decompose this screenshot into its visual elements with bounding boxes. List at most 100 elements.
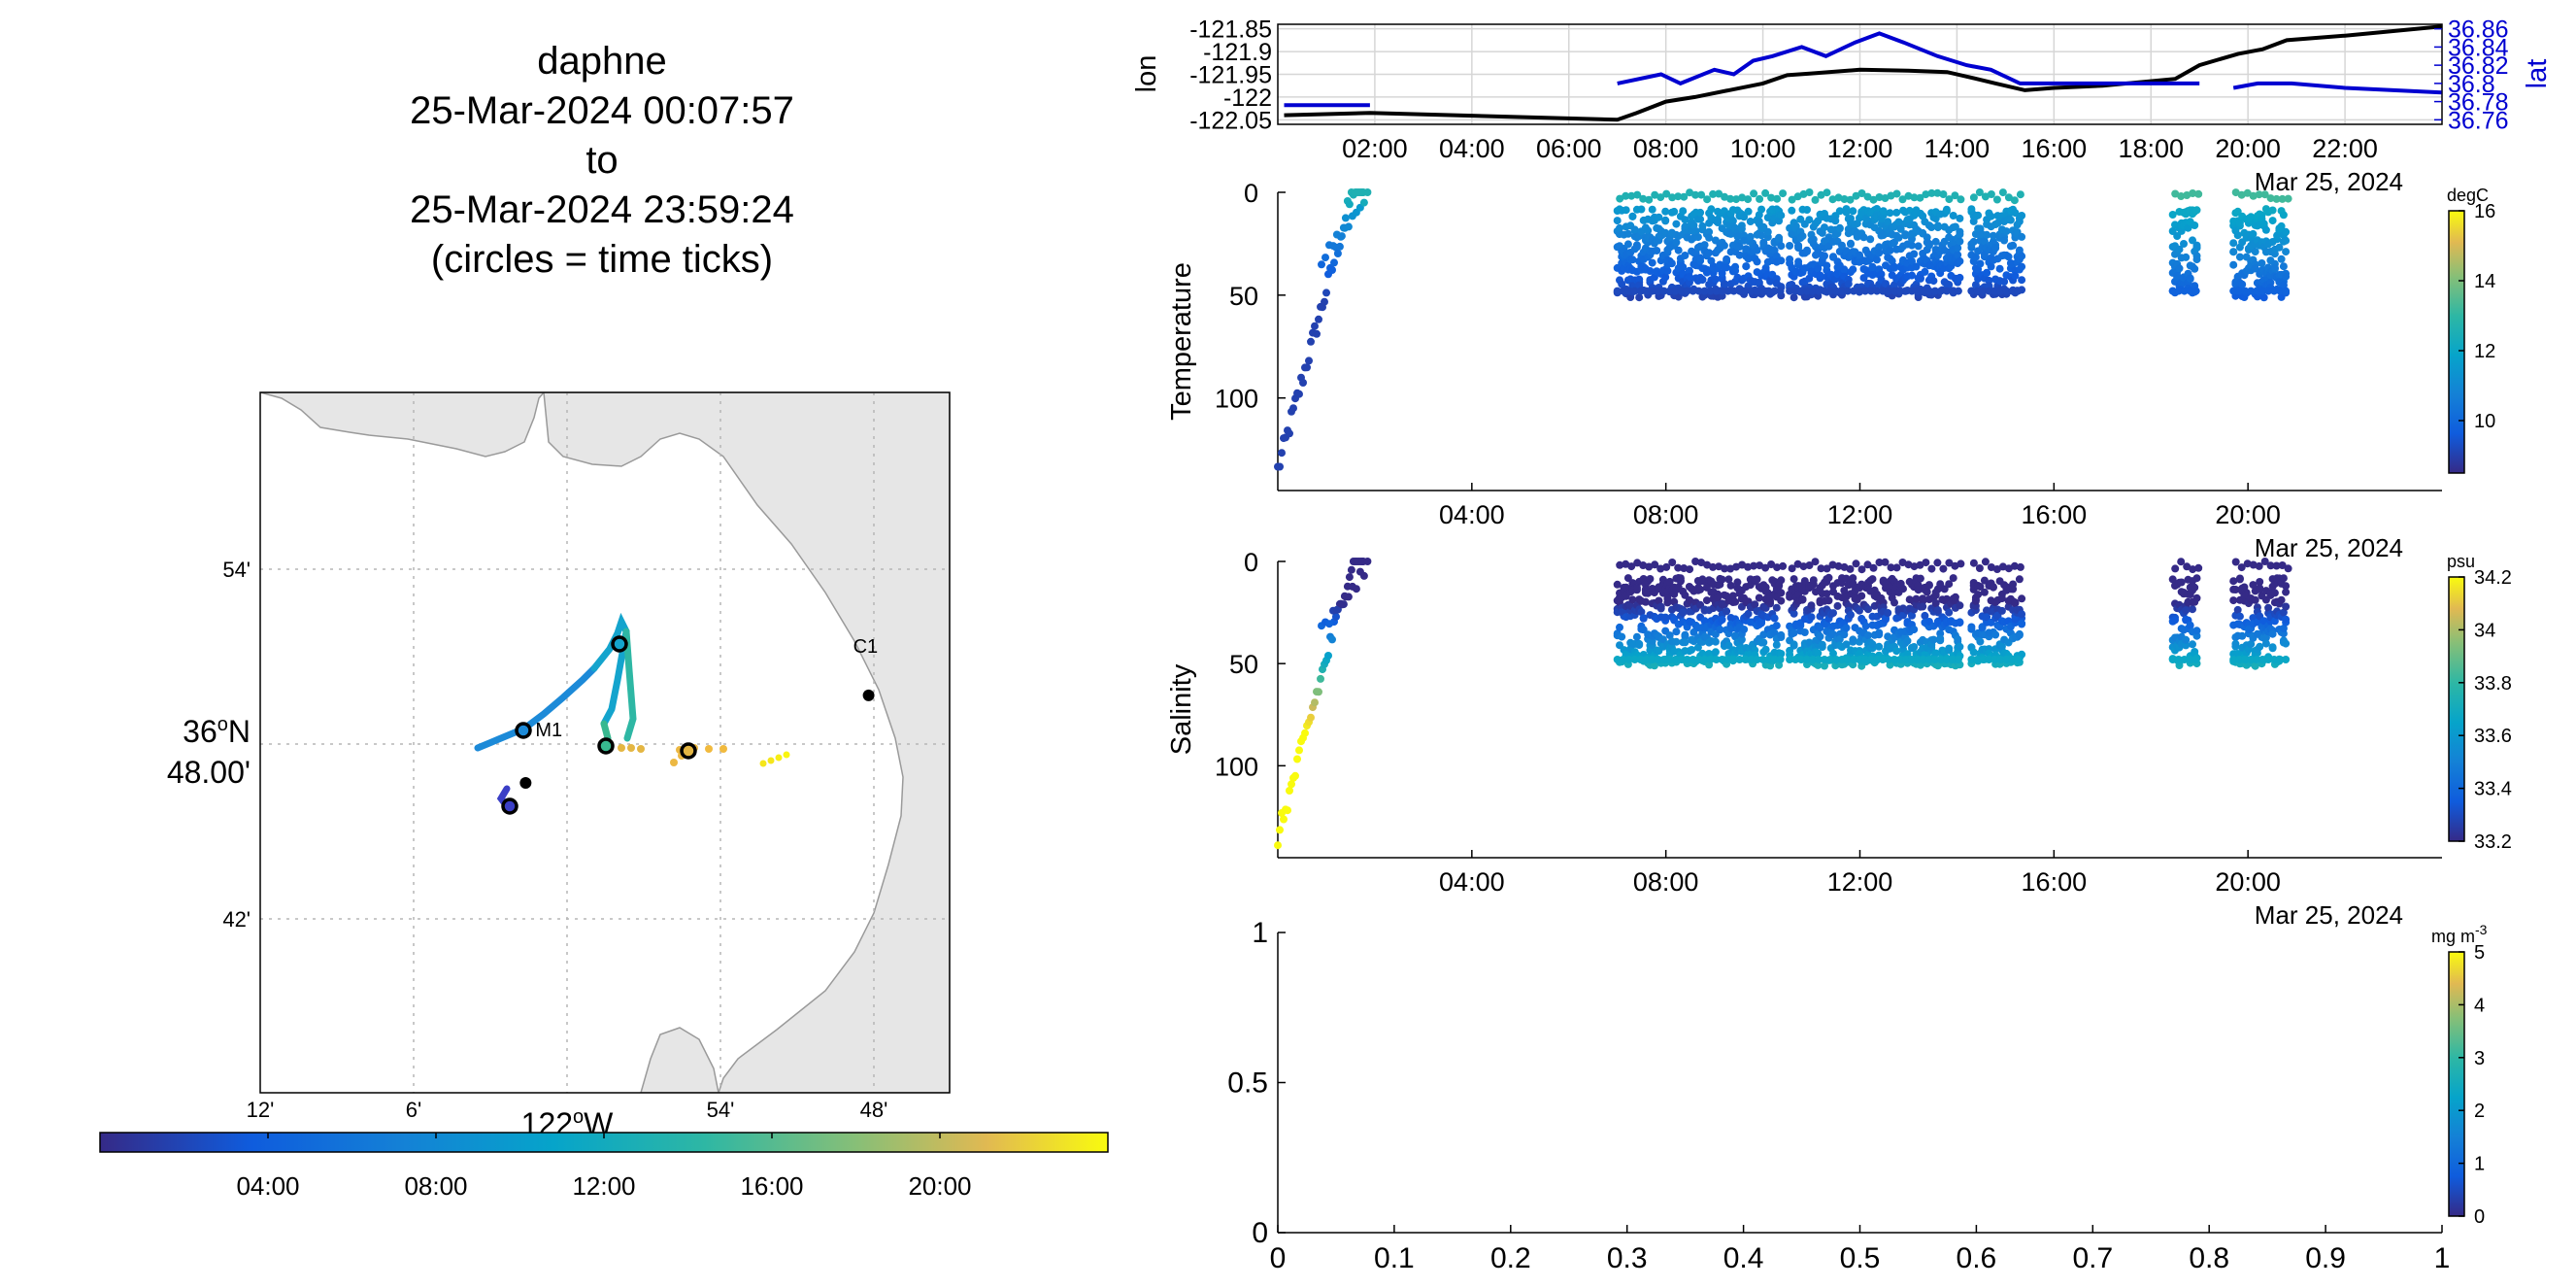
panel-temp-point xyxy=(1954,251,1962,259)
time-colorbar: 04:00 08:00 12:00 16:00 20:00 xyxy=(99,1132,1109,1201)
panel-sal-point xyxy=(1616,623,1623,631)
panel-sal-point xyxy=(2229,656,2238,663)
panel-temp-point xyxy=(1750,189,1758,198)
panel-sal-point xyxy=(1307,713,1315,722)
panel-temp-point xyxy=(1336,232,1345,241)
panel-sal-point xyxy=(1288,780,1295,789)
panel-temp-point xyxy=(1622,206,1630,215)
panel-sal-point xyxy=(1892,647,1901,656)
panel-sal-point xyxy=(1973,656,1982,663)
panel-sal-point xyxy=(1656,564,1665,573)
panel-temp-point xyxy=(1931,237,1940,246)
panel-sal-point xyxy=(1639,561,1648,569)
panel-sal-point xyxy=(1624,656,1633,663)
panel-temp-point xyxy=(1956,256,1964,265)
panel-temp-point xyxy=(1875,193,1884,201)
panel-sal-point xyxy=(1665,656,1674,663)
panel-temp-point xyxy=(1303,363,1311,372)
panel-temp-point xyxy=(1980,237,1989,246)
panel-temp-point xyxy=(1916,274,1924,283)
panel-sal-point xyxy=(1280,815,1288,824)
panel-temp-point xyxy=(1933,188,1942,197)
panel-temp-point xyxy=(1776,287,1785,295)
panel-sal-point xyxy=(2011,598,2020,607)
track-segment-return xyxy=(622,627,637,742)
panel-sal-point xyxy=(2191,583,2199,592)
panel-sal-point xyxy=(2251,595,2259,604)
panel-sal-point xyxy=(1738,560,1747,569)
panel-temp-point xyxy=(1311,322,1319,330)
panel-temp-point xyxy=(1779,189,1788,198)
panel-temp-point xyxy=(1661,207,1670,216)
panel-sal-point xyxy=(2018,610,2026,619)
panel-sal-point xyxy=(1788,564,1796,573)
panel-sal-point xyxy=(1981,558,1990,566)
panel-sal-point xyxy=(2258,656,2267,663)
panel-temp-point xyxy=(2192,255,2201,264)
panel-sal-point xyxy=(1731,597,1740,606)
panel-temp-point xyxy=(1794,257,1803,266)
panel-temp-point xyxy=(1735,243,1744,251)
panel-temp-point xyxy=(1809,287,1817,295)
panel-temp-point xyxy=(1289,404,1297,413)
panel-temp-point xyxy=(1689,287,1697,295)
panel-sal-point xyxy=(1328,635,1336,644)
panel-sal-point xyxy=(1737,635,1746,644)
panel-sal-point xyxy=(1696,585,1705,593)
panel-temp-point xyxy=(1723,254,1731,263)
panel-temp-point xyxy=(2261,225,2270,234)
panel-temp-point xyxy=(1694,287,1703,295)
panel-temp-point xyxy=(1875,243,1884,252)
panel-sal-point xyxy=(1873,656,1881,663)
panel-temp-point xyxy=(1890,287,1898,295)
panel-sal-point xyxy=(1663,594,1672,603)
panel-sal-point xyxy=(1821,661,1828,670)
panel-temp-point xyxy=(1672,220,1681,228)
panel-sal-point xyxy=(1805,638,1814,647)
panel-temp-point xyxy=(2243,188,2252,197)
panel-temp-point xyxy=(1628,255,1637,264)
panel-sal-point xyxy=(1636,656,1645,663)
lonlat-x-tick-label: 02:00 xyxy=(1342,134,1408,163)
panel-sal-point xyxy=(1662,562,1671,571)
panel-sal-point xyxy=(1829,609,1837,618)
panel-sal-point xyxy=(1790,640,1798,649)
panel-temp-point xyxy=(1823,261,1831,270)
panel-temp-point xyxy=(1992,195,2001,204)
panel-sal-point xyxy=(1700,656,1709,663)
panel-temp-point xyxy=(1728,217,1737,225)
panel-sal-point xyxy=(1954,656,1962,663)
panel-temp-point xyxy=(1322,288,1330,297)
chl-x-tick-label: 0.9 xyxy=(2305,1242,2346,1274)
panel-sal-point xyxy=(1363,558,1372,565)
panel-temp-date-label: Mar 25, 2024 xyxy=(2255,533,2403,562)
panel-sal-point xyxy=(1824,573,1833,582)
panel-temp-point xyxy=(2259,220,2268,228)
panel-sal-point xyxy=(1936,580,1945,589)
panel-sal-point xyxy=(1758,656,1767,663)
chl-colorbar-tick-label: 0 xyxy=(2474,1206,2485,1228)
panel-temp-point xyxy=(1898,195,1907,204)
panel-sal-point xyxy=(1912,594,1921,603)
panel-temp-point xyxy=(2008,287,2017,295)
panel-temp-point xyxy=(2180,287,2189,295)
panel-temp-point xyxy=(1803,206,1811,214)
panel-sal-point xyxy=(1751,600,1759,609)
panel-temp-point xyxy=(1770,246,1779,254)
map-lat-tick-42: 42' xyxy=(222,907,251,932)
panel-temp-point xyxy=(2276,287,2285,295)
panel-sal-point xyxy=(1315,688,1322,696)
panel-temp-point xyxy=(1838,241,1846,250)
panel-temp-point xyxy=(2282,272,2291,281)
panel-temp-point xyxy=(1983,230,1991,239)
panel-temp-point xyxy=(2011,209,2020,218)
panel-temp-point xyxy=(1821,223,1828,232)
panel-temp-point xyxy=(1835,224,1844,233)
panel-sal-point xyxy=(1914,656,1922,663)
panel-temp-point xyxy=(2282,236,2291,245)
panel-temp-x-tick-label: 04:00 xyxy=(1439,500,1505,529)
panel-sal-point xyxy=(1838,656,1846,663)
panel-temp-point xyxy=(2191,221,2199,229)
panel-sal-point xyxy=(1674,563,1683,572)
panel-temp-point xyxy=(1773,194,1782,203)
